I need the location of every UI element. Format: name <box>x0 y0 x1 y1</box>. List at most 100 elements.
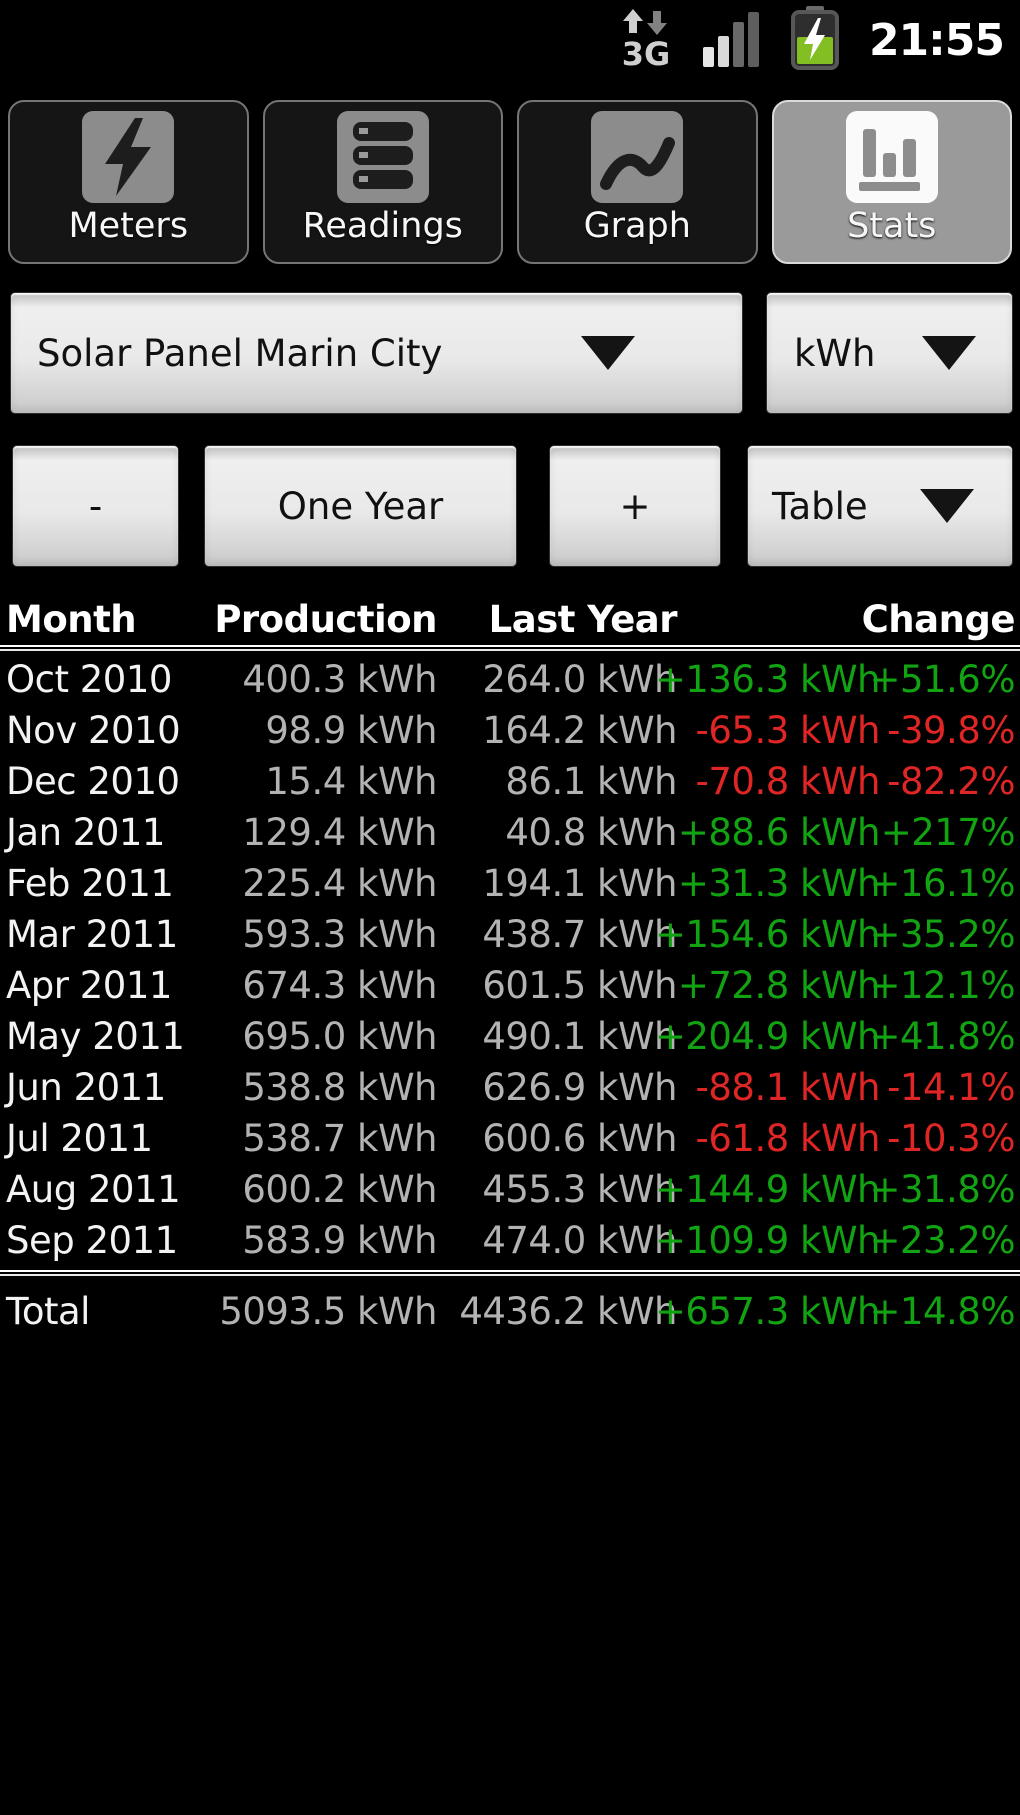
cell-month: Mar 2011 <box>6 913 178 956</box>
table-row: Jun 2011 538.8 kWh 626.9 kWh -88.1 kWh -14.1… <box>0 1062 1020 1113</box>
view-spinner[interactable]: Table <box>747 445 1013 567</box>
cell-last-year: 194.1 kWh <box>482 862 677 905</box>
cell-change-kwh: +72.8 kWh <box>677 964 881 1007</box>
tab-meters[interactable]: Meters <box>8 100 249 264</box>
cell-change-pct: +41.8% <box>869 1015 1015 1058</box>
status-bar: 3G 21:55 <box>0 0 1020 80</box>
zoom-in-label: + <box>619 484 651 528</box>
period-button[interactable]: One Year <box>204 445 517 567</box>
cell-month: Jun 2011 <box>6 1066 166 1109</box>
table-row: Jan 2011 129.4 kWh 40.8 kWh +88.6 kWh +217% <box>0 807 1020 858</box>
chevron-down-icon <box>922 336 976 370</box>
table-header: Month Production Last Year Change <box>0 598 1020 646</box>
table-row: Mar 2011 593.3 kWh 438.7 kWh +154.6 kWh +35.… <box>0 909 1020 960</box>
lightning-bolt-icon <box>82 111 175 203</box>
zoom-in-button[interactable]: + <box>549 445 721 567</box>
cell-production: 225.4 kWh <box>242 862 437 905</box>
cell-last-year: 86.1 kWh <box>505 760 677 803</box>
zoom-out-button[interactable]: - <box>12 445 179 567</box>
cell-month: Oct 2010 <box>6 658 172 701</box>
signal-strength-icon <box>702 9 761 71</box>
cell-last-year: 438.7 kWh <box>482 913 677 956</box>
header-change: Change <box>861 598 1016 641</box>
table-row: Jul 2011 538.7 kWh 600.6 kWh -61.8 kWh -10.3… <box>0 1113 1020 1164</box>
table-row: Nov 2010 98.9 kWh 164.2 kWh -65.3 kWh -39.8% <box>0 705 1020 756</box>
cell-change-pct: +217% <box>880 811 1016 854</box>
table-row: Apr 2011 674.3 kWh 601.5 kWh +72.8 kWh +12.1… <box>0 960 1020 1011</box>
total-divider <box>0 1270 1020 1277</box>
cell-last-year: 4436.2 kWh <box>459 1290 677 1333</box>
tab-readings[interactable]: Readings <box>262 100 503 264</box>
unit-spinner[interactable]: kWh <box>766 292 1013 414</box>
tab-graph[interactable]: Graph <box>517 100 758 264</box>
view-spinner-value: Table <box>772 484 868 528</box>
meter-spinner-value: Solar Panel Marin City <box>37 331 443 375</box>
cell-change-pct: -14.1% <box>887 1066 1015 1109</box>
cell-change-pct: +51.6% <box>869 658 1015 701</box>
cell-month: Aug 2011 <box>6 1168 181 1211</box>
cell-last-year: 600.6 kWh <box>482 1117 677 1160</box>
cell-last-year: 40.8 kWh <box>505 811 677 854</box>
header-divider <box>0 645 1020 652</box>
cell-month: Dec 2010 <box>6 760 180 803</box>
cell-change-kwh: -65.3 kWh <box>695 709 881 752</box>
tab-label: Readings <box>302 206 463 246</box>
table-row: Dec 2010 15.4 kWh 86.1 kWh -70.8 kWh -82.2% <box>0 756 1020 807</box>
cell-change-pct: -39.8% <box>887 709 1015 752</box>
cell-month: Jan 2011 <box>6 811 165 854</box>
cell-change-pct: -10.3% <box>887 1117 1015 1160</box>
meter-spinner[interactable]: Solar Panel Marin City <box>10 292 743 414</box>
cell-change-pct: +16.1% <box>869 862 1015 905</box>
tab-label: Graph <box>583 206 691 246</box>
cell-last-year: 626.9 kWh <box>482 1066 677 1109</box>
table-total-row: Total 5093.5 kWh 4436.2 kWh +657.3 kWh +14.8… <box>0 1284 1020 1340</box>
header-production: Production <box>214 598 437 641</box>
cell-change-pct: +35.2% <box>869 913 1015 956</box>
cell-change-kwh: -88.1 kWh <box>695 1066 881 1109</box>
table-row: Sep 2011 583.9 kWh 474.0 kWh +109.9 kWh +23.… <box>0 1215 1020 1266</box>
cell-change-kwh: +144.9 kWh <box>654 1168 881 1211</box>
header-month: Month <box>6 598 137 641</box>
header-last-year: Last Year <box>488 598 678 641</box>
clock: 21:55 <box>868 14 1005 66</box>
table-row: Feb 2011 225.4 kWh 194.1 kWh +31.3 kWh +16.1… <box>0 858 1020 909</box>
filter-row: Solar Panel Marin City kWh <box>0 292 1020 414</box>
table-row: May 2011 695.0 kWh 490.1 kWh +204.9 kWh +41.… <box>0 1011 1020 1062</box>
table-rows: Oct 2010 400.3 kWh 264.0 kWh +136.3 kWh +51.… <box>0 654 1020 1266</box>
cell-last-year: 490.1 kWh <box>482 1015 677 1058</box>
cell-last-year: 164.2 kWh <box>482 709 677 752</box>
cell-change-kwh: +204.9 kWh <box>654 1015 881 1058</box>
cell-change-kwh: +88.6 kWh <box>677 811 881 854</box>
svg-text:3G: 3G <box>622 35 671 67</box>
cell-month: Feb 2011 <box>6 862 174 905</box>
cell-change-pct: -82.2% <box>887 760 1015 803</box>
table-total-container: Total 5093.5 kWh 4436.2 kWh +657.3 kWh +14.8… <box>0 1284 1020 1340</box>
cell-month: Jul 2011 <box>6 1117 153 1160</box>
cell-change-pct: +12.1% <box>869 964 1015 1007</box>
cell-month: Sep 2011 <box>6 1219 178 1262</box>
line-graph-icon <box>591 111 684 203</box>
tab-label: Stats <box>847 206 937 246</box>
tab-label: Meters <box>68 206 189 246</box>
cell-month: Nov 2010 <box>6 709 181 752</box>
cell-production: 695.0 kWh <box>242 1015 437 1058</box>
cell-last-year: 264.0 kWh <box>482 658 677 701</box>
cell-production: 5093.5 kWh <box>219 1290 437 1333</box>
cell-last-year: 474.0 kWh <box>482 1219 677 1262</box>
cell-change-kwh: +136.3 kWh <box>654 658 881 701</box>
tab-stats[interactable]: Stats <box>771 100 1012 264</box>
cell-month: May 2011 <box>6 1015 185 1058</box>
cell-change-pct: +31.8% <box>869 1168 1015 1211</box>
table-row: Aug 2011 600.2 kWh 455.3 kWh +144.9 kWh +31.… <box>0 1164 1020 1215</box>
cell-production: 400.3 kWh <box>242 658 437 701</box>
cell-month: Apr 2011 <box>6 964 172 1007</box>
cell-change-pct: +14.8% <box>869 1290 1015 1333</box>
cell-change-kwh: +154.6 kWh <box>654 913 881 956</box>
zoom-out-label: - <box>88 484 103 528</box>
cell-production: 15.4 kWh <box>265 760 437 803</box>
cell-month: Total <box>6 1290 90 1333</box>
cell-production: 538.8 kWh <box>242 1066 437 1109</box>
cell-production: 593.3 kWh <box>242 913 437 956</box>
cell-change-kwh: +109.9 kWh <box>654 1219 881 1262</box>
battery-charging-icon <box>790 6 839 74</box>
